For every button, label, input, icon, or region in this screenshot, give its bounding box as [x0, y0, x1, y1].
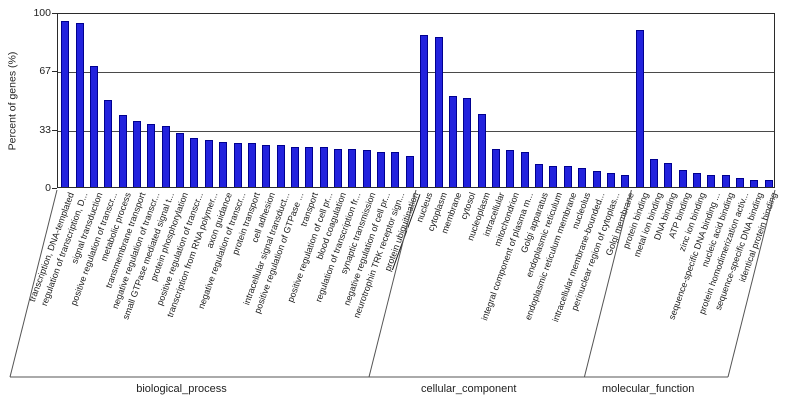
- bar-positive-regulation-of-cell-pr: [319, 146, 328, 187]
- bar-mitochondrion: [506, 150, 515, 187]
- bar-cytosol: [463, 97, 472, 187]
- bar-nucleus: [420, 34, 429, 187]
- bar-positive-regulation-of-transcr: [190, 138, 199, 187]
- plot-area: [57, 13, 775, 188]
- bar-nucleic-acid-binding: [721, 174, 730, 187]
- bar-sequence-specific-dna-binding: [707, 174, 716, 187]
- gridline-67: [58, 71, 774, 73]
- bar-golgi-membrane: [621, 174, 630, 187]
- bar-protein-transport: [247, 143, 256, 187]
- y-tick-mark-33: [52, 130, 57, 132]
- bar-negative-regulation-of-transcr: [147, 124, 156, 187]
- bar-negative-regulation-of-cell-pr: [377, 152, 386, 187]
- y-axis-title: Percent of genes (%): [2, 13, 22, 188]
- bar-protein-phosphorylation: [176, 132, 185, 187]
- bar-membrane: [448, 96, 457, 187]
- group-label-cellular-component: cellular_component: [420, 383, 517, 395]
- bar-neurotrophin-trk-receptor-sign: [391, 152, 400, 187]
- bar-sequence-specific-dna-binding: [750, 180, 759, 187]
- y-tick-label-33: 33: [39, 124, 51, 137]
- bar-intracellular-signal-transduct: [276, 145, 285, 187]
- bar-regulation-of-transcription-d: [75, 22, 84, 187]
- bar-protein-homodimerization-activ: [736, 178, 745, 187]
- x-axis-labels: transcription, DNA-templated regulation o…: [27, 191, 780, 391]
- bar-intracellular-membrane-bounded: [592, 171, 601, 187]
- bar-transcription-dna-templated: [61, 20, 70, 187]
- bar-negative-regulation-of-transcr: [233, 143, 242, 187]
- y-tick-mark-67: [52, 70, 57, 72]
- bar-synaptic-transmission: [362, 150, 371, 187]
- bar-intracellular: [491, 148, 500, 187]
- y-axis-title-text: Percent of genes (%): [6, 51, 19, 150]
- bar-metal-ion-binding: [649, 159, 658, 187]
- bar-protein-ubiquitination: [405, 155, 414, 187]
- bar-endoplasmic-reticulum-membrane: [563, 166, 572, 187]
- bar-integral-component-of-plasma-m: [520, 152, 529, 187]
- y-tick-label-0: 0: [45, 182, 51, 194]
- bar-axon-guidance: [219, 141, 228, 187]
- bar-nucleoplasm: [477, 113, 486, 187]
- bar-signal-transduction: [89, 66, 98, 187]
- bar-golgi-apparatus: [535, 164, 544, 187]
- bar-endoplasmic-reticulum: [549, 166, 558, 187]
- bar-nucleolus: [578, 167, 587, 187]
- y-tick-label-100: 100: [33, 7, 51, 19]
- y-tick-mark-100: [52, 13, 57, 14]
- bar-dna-binding: [664, 162, 673, 187]
- gridline-33: [58, 131, 774, 133]
- y-tick-mark-0: [52, 188, 57, 189]
- bar-transmembrane-transport: [132, 120, 141, 187]
- bar-atp-binding: [678, 169, 687, 187]
- bar-transcription-from-rna-polymer: [204, 139, 213, 187]
- bar-cytoplasm: [434, 36, 443, 187]
- group-label-molecular-function: molecular_function: [602, 383, 695, 395]
- bar-protein-binding: [635, 29, 644, 187]
- bar-small-gtpase-mediated-signal-t: [161, 125, 170, 187]
- bar-blood-coagulation: [334, 148, 343, 187]
- bar-metabolic-process: [118, 115, 127, 187]
- bar-positive-regulation-of-transcr: [104, 99, 113, 187]
- y-tick-label-67: 67: [39, 64, 51, 77]
- bar-regulation-of-transcription-fr: [348, 148, 357, 187]
- bar-zinc-ion-binding: [693, 173, 702, 187]
- group-label-biological-process: biological_process: [136, 383, 227, 395]
- bar-identical-protein-binding: [764, 180, 773, 187]
- bar-cell-adhesion: [262, 145, 271, 187]
- bar-perinuclear-region-of-cytoplas: [606, 173, 615, 187]
- bar-positive-regulation-of-gtpase: [290, 146, 299, 187]
- bar-transport: [305, 146, 314, 187]
